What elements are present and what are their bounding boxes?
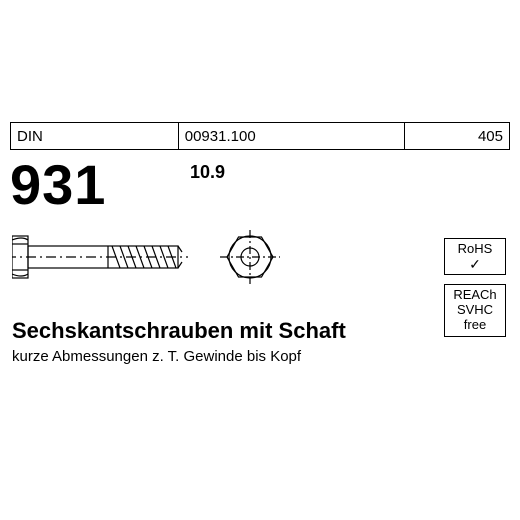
header-ref: 405 xyxy=(404,123,509,150)
header-standard: DIN xyxy=(11,123,179,150)
reach-line2: SVHC xyxy=(445,303,505,318)
header-table: DIN 00931.100 405 xyxy=(10,122,510,150)
bolt-diagram xyxy=(12,226,312,296)
din-number: 931 xyxy=(10,152,106,217)
strength-grade: 10.9 xyxy=(190,162,225,183)
reach-line3: free xyxy=(445,318,505,333)
rohs-label: RoHS xyxy=(445,242,505,257)
content-area: DIN 00931.100 405 931 10.9 xyxy=(0,58,520,458)
rohs-badge: RoHS ✓ xyxy=(444,238,506,275)
table-row: DIN 00931.100 405 xyxy=(11,123,510,150)
product-title: Sechskantschrauben mit Schaft xyxy=(12,318,346,344)
header-code: 00931.100 xyxy=(178,123,404,150)
reach-badge: REACh SVHC free xyxy=(444,284,506,337)
check-icon: ✓ xyxy=(445,257,505,271)
page: DIN 00931.100 405 931 10.9 xyxy=(0,0,520,520)
reach-line1: REACh xyxy=(445,288,505,303)
product-subtitle: kurze Abmessungen z. T. Gewinde bis Kopf xyxy=(12,348,301,365)
